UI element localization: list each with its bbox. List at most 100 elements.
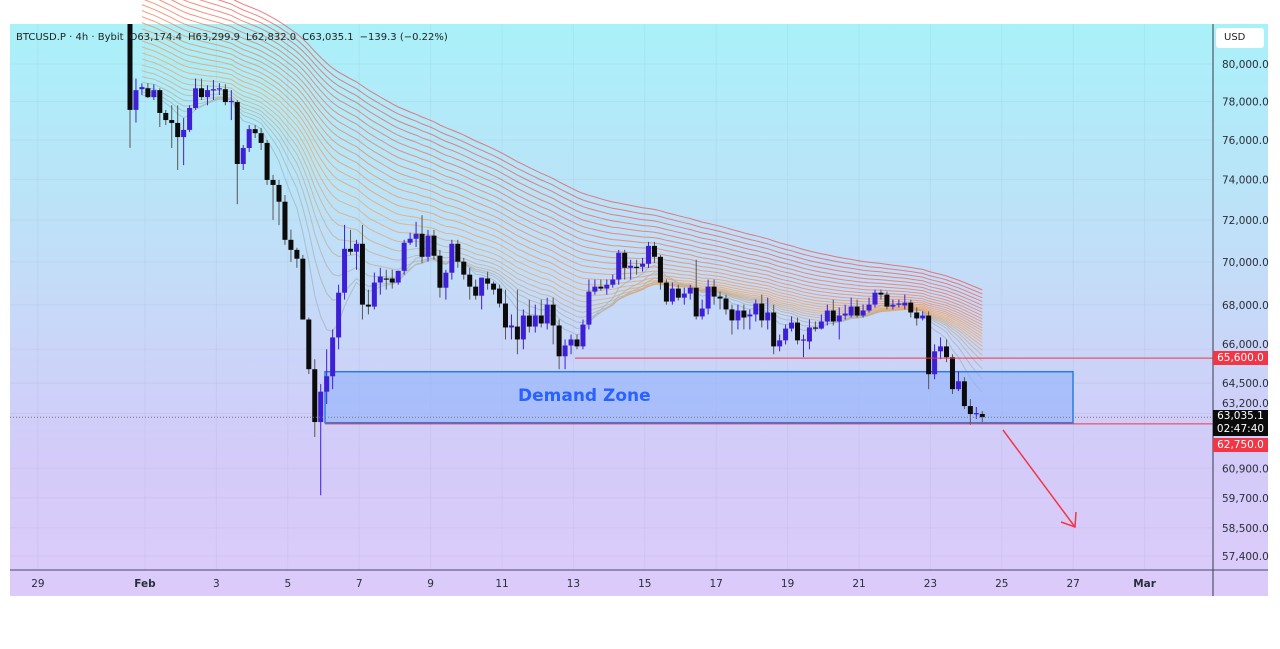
candle bbox=[127, 24, 133, 148]
candle bbox=[610, 274, 616, 288]
candle-body bbox=[777, 340, 783, 347]
candle-body bbox=[562, 345, 568, 357]
ohlc-open: O63,174.4 bbox=[129, 32, 182, 43]
candle-body bbox=[199, 88, 205, 98]
candle bbox=[502, 289, 508, 340]
candle bbox=[204, 85, 210, 106]
candle bbox=[318, 384, 324, 496]
candle-body bbox=[258, 133, 264, 143]
y-tick-label: 64,500.0 bbox=[1222, 378, 1269, 390]
candle bbox=[133, 78, 139, 123]
candle bbox=[777, 334, 783, 352]
candle-body bbox=[276, 184, 282, 202]
candle bbox=[669, 282, 675, 305]
candle bbox=[431, 229, 437, 260]
y-tick-label: 72,000.0 bbox=[1222, 215, 1269, 227]
symbol-info[interactable]: BTCUSD.P · 4h · Bybit bbox=[16, 32, 124, 43]
candle bbox=[234, 99, 240, 205]
candle bbox=[210, 80, 216, 100]
candle-body bbox=[920, 315, 926, 319]
candle bbox=[199, 78, 205, 100]
candle bbox=[717, 291, 723, 310]
x-tick-label: 15 bbox=[638, 578, 651, 590]
candle-body bbox=[973, 413, 979, 415]
candle-body bbox=[604, 284, 610, 289]
candle bbox=[145, 83, 151, 99]
candle bbox=[830, 299, 836, 326]
candle bbox=[932, 344, 938, 380]
candle-body bbox=[735, 310, 741, 321]
candle bbox=[485, 271, 491, 290]
candle-body bbox=[491, 283, 497, 290]
x-tick-label: 23 bbox=[924, 578, 937, 590]
candle-body bbox=[795, 322, 801, 341]
currency-button[interactable]: USD bbox=[1216, 28, 1264, 48]
candle bbox=[687, 284, 693, 300]
candle bbox=[592, 279, 598, 295]
candle-body bbox=[389, 278, 395, 283]
candle-body bbox=[657, 256, 663, 283]
candle-body bbox=[228, 100, 234, 103]
candle-body bbox=[812, 327, 818, 329]
candle bbox=[467, 267, 473, 300]
candle bbox=[276, 179, 282, 226]
candle bbox=[264, 140, 270, 185]
candle-body bbox=[467, 274, 473, 287]
candle-body bbox=[866, 304, 872, 311]
demand-zone-rect bbox=[324, 370, 1074, 424]
candle-body bbox=[479, 277, 485, 296]
last-price-tag: 63,035.1 02:47:40 bbox=[1213, 410, 1268, 436]
x-tick-label: 27 bbox=[1067, 578, 1080, 590]
candle bbox=[580, 319, 586, 350]
ema-line bbox=[199, 0, 983, 299]
candle bbox=[181, 118, 187, 166]
chart-pane[interactable] bbox=[10, 24, 1268, 596]
candle-body bbox=[264, 142, 270, 180]
ema-line bbox=[141, 64, 983, 347]
candle bbox=[818, 314, 824, 330]
candle-body bbox=[252, 129, 258, 134]
candle-body bbox=[145, 88, 151, 98]
candle-body bbox=[371, 282, 377, 307]
candle-body bbox=[651, 245, 657, 257]
x-tick-label: 17 bbox=[710, 578, 723, 590]
candle bbox=[657, 254, 663, 290]
candle-body bbox=[520, 315, 526, 340]
candle-body bbox=[979, 413, 985, 418]
candle bbox=[812, 321, 818, 332]
ema-line bbox=[141, 22, 983, 326]
candle bbox=[187, 105, 193, 133]
candle bbox=[598, 279, 604, 291]
demand-zone-label: Demand Zone bbox=[518, 386, 651, 406]
x-tick-label: 29 bbox=[31, 578, 44, 590]
ohlc-change: −139.3 (−0.22%) bbox=[359, 32, 448, 43]
candle-body bbox=[181, 129, 187, 138]
candle bbox=[216, 83, 222, 96]
x-tick-label: 7 bbox=[356, 578, 363, 590]
candle-body bbox=[455, 243, 461, 262]
candle-body bbox=[419, 233, 425, 257]
candle bbox=[562, 339, 568, 370]
y-tick-label: 66,000.0 bbox=[1222, 339, 1269, 351]
candle bbox=[258, 127, 264, 150]
candle bbox=[514, 289, 520, 355]
candle-body bbox=[157, 90, 163, 113]
candle bbox=[824, 304, 830, 326]
candle-body bbox=[413, 233, 419, 239]
candle-body bbox=[580, 324, 586, 347]
candle bbox=[348, 229, 354, 255]
ema-line bbox=[170, 0, 983, 306]
candle-body bbox=[884, 294, 890, 307]
candle-body bbox=[193, 88, 199, 108]
candle bbox=[711, 279, 717, 305]
candle-body bbox=[544, 304, 550, 324]
candle bbox=[312, 359, 318, 437]
candle-body bbox=[842, 313, 848, 316]
arrow-head-icon bbox=[1060, 511, 1077, 529]
candle bbox=[383, 269, 389, 290]
x-tick-label: 19 bbox=[781, 578, 794, 590]
last-price-value: 63,035.1 bbox=[1217, 410, 1264, 422]
candle bbox=[979, 410, 985, 422]
candle-body bbox=[854, 306, 860, 316]
